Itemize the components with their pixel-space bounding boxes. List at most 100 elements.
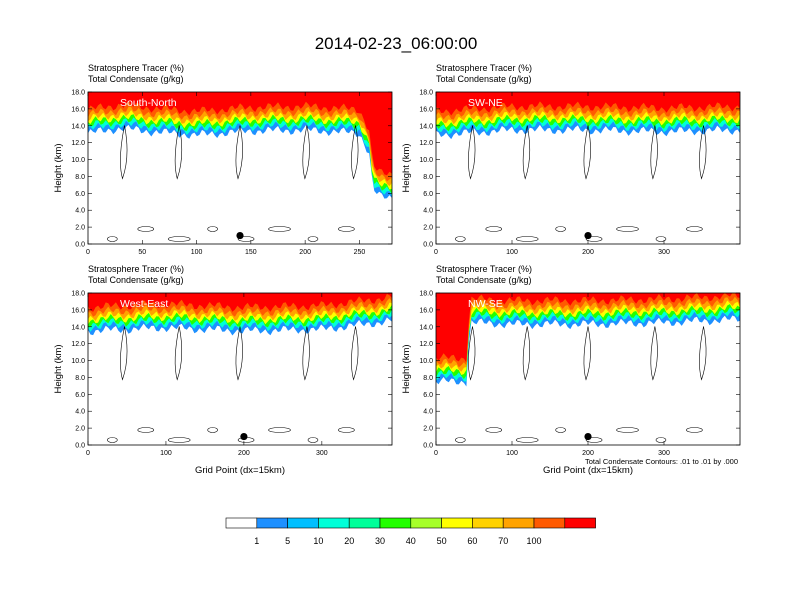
y-axis-label: Height (km) [53,344,64,393]
y-tick-label: 8.0 [75,375,85,382]
plot-frame [87,91,393,245]
low-cloud-contour [107,437,118,443]
x-tick-label: 300 [658,249,670,256]
low-cloud-contour [485,226,503,232]
y-tick-label: 2.0 [75,426,85,433]
low-cloud-contour [455,236,466,242]
y-tick-label: 18.0 [71,291,85,298]
tracer-band [436,293,740,380]
y-tick-label: 12.0 [419,341,433,348]
y-tick-label: 10.0 [419,358,433,365]
colorbar-label: 20 [344,536,354,546]
colorbar-swatch [348,517,381,529]
low-cloud-contour [268,226,291,232]
y-tick-label: 18.0 [71,90,85,97]
y-tick-label: 14.0 [419,324,433,331]
plot-area [436,293,740,443]
y-tick-label: 2.0 [423,225,433,232]
y-tick-label: 8.0 [75,174,85,181]
figure-title: 2014-02-23_06:00:00 [315,34,478,53]
y-tick-label: 2.0 [75,225,85,232]
colorbar-label: 5 [285,536,290,546]
low-cloud-contour [268,427,291,433]
colorbar-swatch [441,517,473,529]
y-tick-label: 12.0 [71,140,85,147]
condensate-contour [583,125,591,180]
condensate-contour [235,125,243,180]
y-tick-label: 4.0 [75,208,85,215]
condensate-contour [302,326,310,381]
colorbar-swatch [256,517,288,529]
low-cloud-contour [616,226,639,232]
location-marker [584,432,592,441]
plot-area [88,92,392,242]
plot-area [88,293,392,443]
x-tick-label: 300 [316,450,328,457]
low-cloud-contour [655,437,667,443]
y-axis-label: Height (km) [401,143,412,192]
y-tick-label: 12.0 [419,140,433,147]
x-tick-label: 200 [299,249,311,256]
x-tick-label: 50 [138,249,146,256]
condensate-contour [351,125,359,180]
subtitle-condensate: Total Condensate (g/kg) [436,74,532,84]
y-tick-label: 4.0 [423,208,433,215]
colorbar-swatch [502,517,535,529]
low-cloud-contour [137,226,155,232]
tracer-band [436,293,740,363]
y-tick-label: 10.0 [71,358,85,365]
colorbar-swatch [287,517,319,529]
y-tick-label: 10.0 [71,157,85,164]
y-tick-label: 16.0 [71,106,85,113]
low-cloud-contour [555,427,566,433]
subtitle-condensate: Total Condensate (g/kg) [88,74,184,84]
panel-nw-se: 0.0 2.0 4.0 6.0 8.0 10.0 12.0 14.0 16.0 18.0 0 100 2… [401,264,741,476]
y-tick-label: 16.0 [419,106,433,113]
colorbar-label: 1 [254,536,259,546]
condensate-contour [120,125,128,180]
low-cloud-contour [515,236,539,242]
x-tick-label: 100 [506,249,518,256]
y-tick-label: 14.0 [71,324,85,331]
location-marker [236,231,244,240]
low-cloud-contour [616,427,639,433]
low-cloud-contour [555,226,566,232]
tracer-band [88,92,392,187]
condensate-contour [174,326,183,381]
low-cloud-contour [585,437,603,443]
y-tick-label: 2.0 [423,426,433,433]
subtitle-tracer: Stratosphere Tracer (%) [88,264,184,274]
y-tick-label: 12.0 [71,341,85,348]
subtitle-tracer: Stratosphere Tracer (%) [436,264,532,274]
condensate-contour [522,125,531,180]
y-tick-label: 16.0 [71,307,85,314]
low-cloud-contour [237,236,255,242]
low-cloud-contour [338,427,355,433]
condensate-contour [650,125,658,180]
location-marker [240,432,248,441]
x-tick-label: 0 [434,249,438,256]
low-cloud-contour [167,236,191,242]
y-tick-label: 4.0 [75,409,85,416]
low-cloud-contour [207,427,218,433]
y-tick-label: 8.0 [423,174,433,181]
low-cloud-contour [485,427,503,433]
condensate-contour [522,326,531,381]
condensate-contour [468,125,476,180]
x-tick-label: 200 [582,450,594,457]
y-tick-label: 0.0 [75,443,85,450]
x-axis-label: Grid Point (dx=15km) [543,465,633,476]
x-tick-label: 0 [86,249,90,256]
low-cloud-contour [307,437,319,443]
subtitle-tracer: Stratosphere Tracer (%) [436,63,532,73]
condensate-contour [583,326,591,381]
x-tick-label: 100 [160,450,172,457]
panel-name: NW-SE [468,298,503,310]
condensate-contour [120,326,128,381]
plot-area [436,92,740,242]
low-cloud-contour [338,226,355,232]
x-tick-label: 100 [506,450,518,457]
x-tick-label: 200 [238,450,250,457]
y-tick-label: 6.0 [75,392,85,399]
x-tick-label: 0 [434,450,438,457]
